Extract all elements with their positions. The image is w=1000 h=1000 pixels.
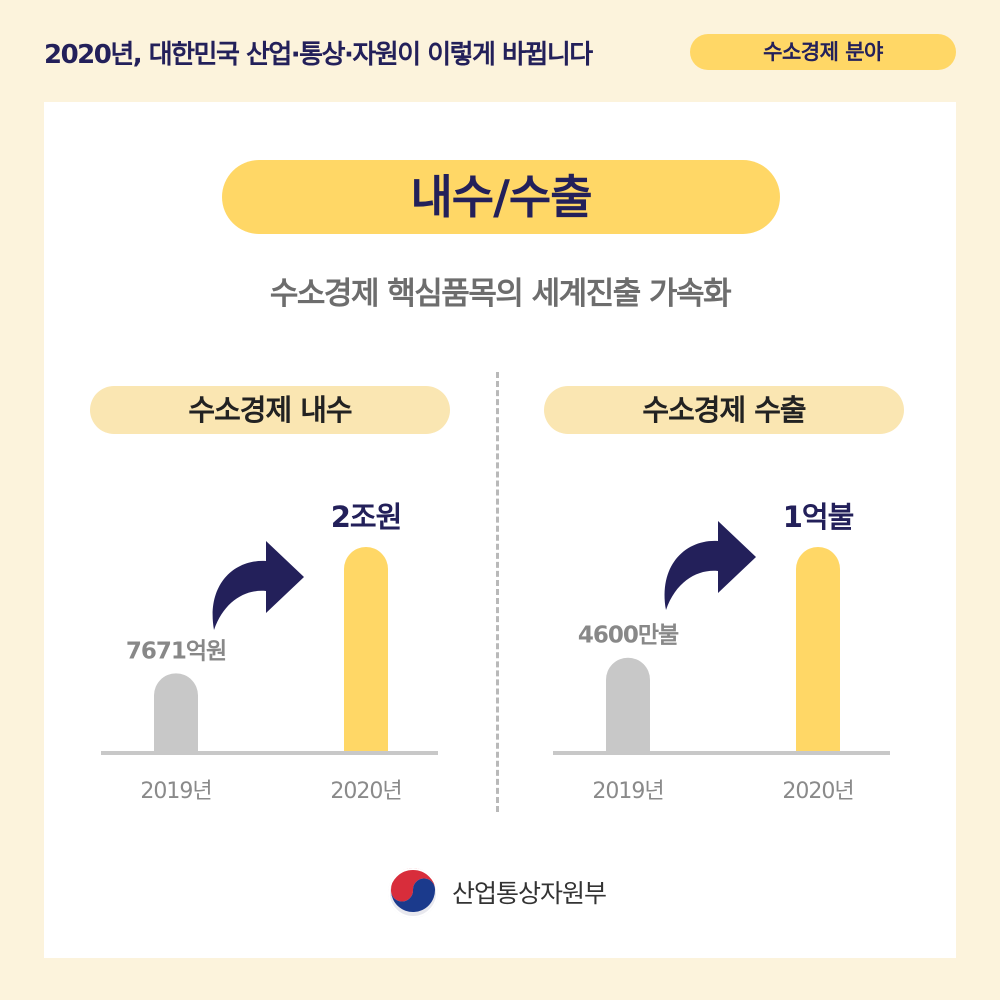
chart-panel-2: 수소경제 수출 4600만불 2019년 1억불 2020년 bbox=[544, 386, 904, 804]
bar bbox=[154, 673, 198, 752]
subtitle: 수소경제 핵심품목의 세계진출 가속화 bbox=[269, 276, 732, 312]
bar bbox=[606, 657, 650, 752]
chart-divider bbox=[496, 372, 499, 812]
category-label: 2019년 bbox=[592, 779, 663, 804]
category-label: 2019년 bbox=[140, 779, 211, 804]
chart-title-pill bbox=[544, 386, 904, 434]
curved-arrow-icon bbox=[212, 541, 304, 630]
charts-area: 수소경제 내수 7671억원 2019년 2조원 2020년 수소경제 수출 4600만불 2… bbox=[90, 386, 904, 804]
content-card: 내수/수출 수소경제 핵심품목의 세계진출 가속화 수소경제 내수 7671억원 2… bbox=[44, 102, 956, 958]
data-label: 2조원 bbox=[331, 500, 402, 534]
curved-arrow-icon bbox=[664, 521, 756, 610]
section-title-pill: 내수/수출 bbox=[222, 160, 780, 234]
category-label: 2020년 bbox=[330, 779, 401, 804]
chart-title: 수소경제 내수 bbox=[188, 393, 351, 427]
ministry-name: 산업통상자원부 bbox=[452, 879, 607, 908]
header-title: 2020년, 대한민국 산업·통상·자원이 이렇게 바뀝니다 bbox=[44, 40, 593, 70]
ministry-logo-icon bbox=[388, 867, 438, 918]
chart-title: 수소경제 수출 bbox=[642, 393, 805, 427]
bar bbox=[344, 547, 388, 752]
chart-title-pill bbox=[90, 386, 450, 434]
data-label: 7671억원 bbox=[126, 638, 226, 664]
data-label: 4600만불 bbox=[578, 623, 679, 649]
chart-panel-1: 수소경제 내수 7671억원 2019년 2조원 2020년 bbox=[90, 386, 450, 804]
data-label: 1억불 bbox=[783, 500, 854, 534]
category-badge: 수소경제 분야 bbox=[690, 34, 956, 70]
bar bbox=[796, 547, 840, 752]
category-label: 2020년 bbox=[782, 779, 853, 804]
